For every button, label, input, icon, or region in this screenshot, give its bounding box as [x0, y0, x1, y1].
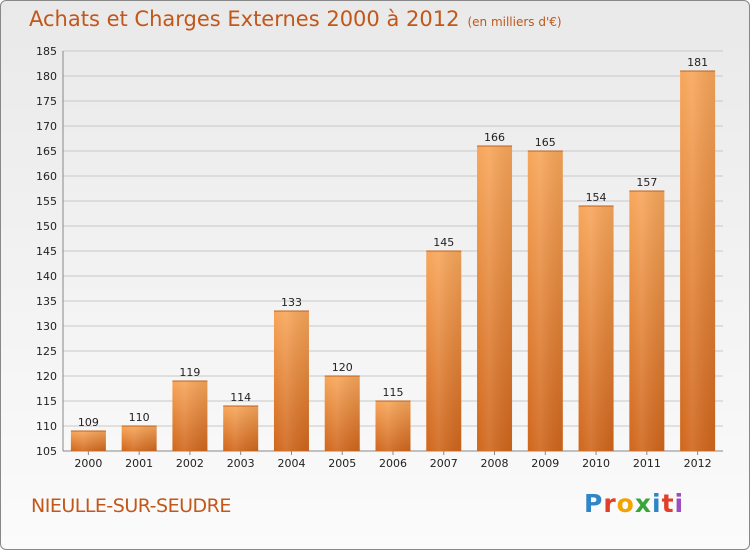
y-tick-label: 165	[36, 145, 57, 158]
data-label: 119	[179, 366, 200, 379]
bar-shine	[273, 311, 309, 451]
chart-subtitle: (en milliers d'€)	[467, 15, 562, 29]
y-tick-label: 135	[36, 295, 57, 308]
bar-shine	[70, 431, 106, 451]
x-tick-label: 2010	[582, 457, 610, 470]
x-tick-label: 2003	[227, 457, 255, 470]
data-label: 165	[535, 136, 556, 149]
data-label: 166	[484, 131, 505, 144]
y-tick-label: 145	[36, 245, 57, 258]
y-tick-label: 175	[36, 95, 57, 108]
data-label: 157	[636, 176, 657, 189]
chart-title-text: Achats et Charges Externes 2000 à 2012	[29, 7, 460, 31]
bar-shine	[324, 376, 360, 451]
x-tick-label: 2001	[125, 457, 153, 470]
x-tick-label: 2009	[531, 457, 559, 470]
y-tick-label: 180	[36, 70, 57, 83]
proxiti-logo: Proxiti	[584, 489, 685, 518]
bar-shine	[121, 426, 157, 451]
x-tick-label: 2012	[684, 457, 712, 470]
y-tick-label: 110	[36, 420, 57, 433]
bar-shine	[527, 151, 563, 451]
bar-shine	[477, 146, 513, 451]
commune-name: NIEULLE-SUR-SEUDRE	[31, 495, 231, 517]
bar-shine	[680, 71, 716, 451]
y-tick-label: 155	[36, 195, 57, 208]
y-tick-label: 160	[36, 170, 57, 183]
y-tick-label: 120	[36, 370, 57, 383]
data-label: 154	[586, 191, 607, 204]
x-tick-label: 2008	[481, 457, 509, 470]
y-tick-label: 115	[36, 395, 57, 408]
data-label: 115	[383, 386, 404, 399]
bar-shine	[375, 401, 411, 451]
chart-title: Achats et Charges Externes 2000 à 2012 (e…	[29, 7, 562, 31]
data-label: 110	[129, 411, 150, 424]
y-tick-label: 105	[36, 445, 57, 458]
x-tick-label: 2000	[74, 457, 102, 470]
bar-shine	[578, 206, 614, 451]
x-tick-label: 2007	[430, 457, 458, 470]
data-label: 109	[78, 416, 99, 429]
data-label: 181	[687, 56, 708, 69]
data-label: 133	[281, 296, 302, 309]
data-label: 120	[332, 361, 353, 374]
y-tick-label: 150	[36, 220, 57, 233]
x-tick-label: 2004	[277, 457, 305, 470]
x-tick-label: 2006	[379, 457, 407, 470]
data-label: 114	[230, 391, 251, 404]
data-label: 145	[433, 236, 454, 249]
y-tick-label: 125	[36, 345, 57, 358]
bar-shine	[172, 381, 208, 451]
bar-shine	[223, 406, 259, 451]
x-tick-label: 2002	[176, 457, 204, 470]
x-tick-label: 2005	[328, 457, 356, 470]
y-tick-label: 130	[36, 320, 57, 333]
y-tick-label: 140	[36, 270, 57, 283]
bar-shine	[629, 191, 665, 451]
y-tick-label: 185	[36, 45, 57, 58]
x-tick-label: 2011	[633, 457, 661, 470]
bar-shine	[426, 251, 462, 451]
y-tick-label: 170	[36, 120, 57, 133]
